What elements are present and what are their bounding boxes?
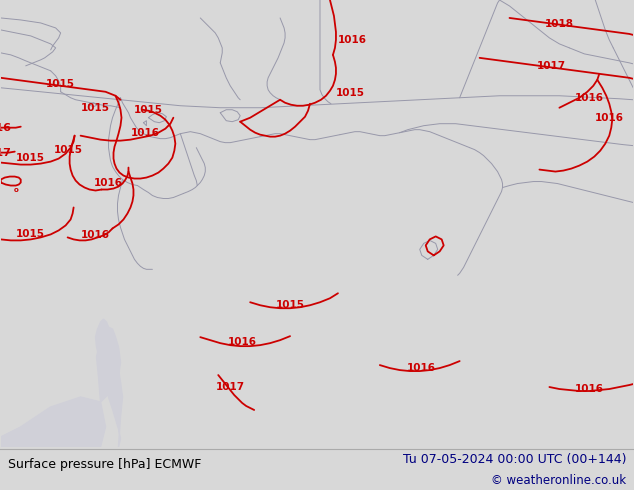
Text: 1015: 1015: [276, 300, 304, 310]
Text: 1015: 1015: [16, 152, 45, 163]
Text: 1015: 1015: [54, 145, 83, 155]
Text: 1016: 1016: [595, 113, 624, 122]
Text: 1016: 1016: [94, 177, 123, 188]
Text: o: o: [13, 187, 18, 193]
Text: 1016: 1016: [407, 363, 436, 373]
Text: 1016: 1016: [228, 337, 257, 347]
Text: 1015: 1015: [335, 88, 365, 98]
Text: Surface pressure [hPa] ECMWF: Surface pressure [hPa] ECMWF: [8, 459, 201, 471]
Polygon shape: [96, 327, 120, 402]
Text: Tu 07-05-2024 00:00 UTC (00+144): Tu 07-05-2024 00:00 UTC (00+144): [403, 453, 626, 466]
Text: 1016: 1016: [337, 35, 366, 45]
Text: 1016: 1016: [131, 128, 160, 138]
Text: 1016: 1016: [81, 230, 110, 241]
Text: 1018: 1018: [545, 19, 574, 29]
Text: 1017: 1017: [216, 382, 245, 392]
Text: 1015: 1015: [134, 105, 163, 115]
Text: 1015: 1015: [81, 103, 110, 113]
Text: 1016: 1016: [575, 384, 604, 394]
Polygon shape: [96, 319, 122, 447]
Polygon shape: [1, 397, 105, 447]
Text: 1017: 1017: [0, 147, 11, 158]
Text: © weatheronline.co.uk: © weatheronline.co.uk: [491, 474, 626, 487]
Text: 1016: 1016: [0, 122, 11, 133]
Text: 1015: 1015: [16, 229, 45, 240]
Text: 1015: 1015: [46, 79, 75, 89]
Text: 1017: 1017: [537, 61, 566, 71]
Text: 1016: 1016: [575, 93, 604, 103]
